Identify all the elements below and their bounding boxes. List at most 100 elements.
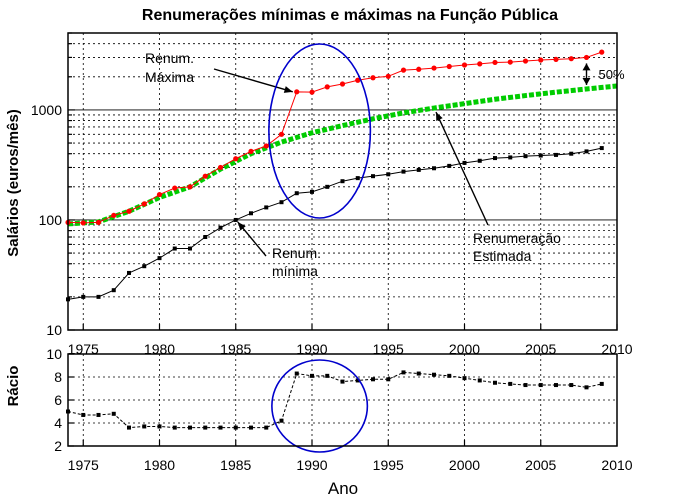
data-point-minima [233, 217, 238, 222]
data-point-racio [493, 380, 497, 385]
top-panel-grid [68, 32, 618, 331]
y-tick-label: 100 [39, 212, 63, 228]
bottom-panel-grid [68, 353, 618, 447]
y-tick-label: 10 [46, 346, 62, 362]
data-point-racio [462, 376, 467, 381]
data-point-maxima [248, 148, 254, 154]
data-point-minima [584, 149, 589, 154]
x-tick-label: 2010 [601, 341, 632, 357]
arrow-50-percent-head-down [582, 77, 591, 85]
data-point-minima [157, 256, 162, 261]
data-point-maxima [538, 57, 544, 63]
y-tick-label: 6 [54, 392, 62, 408]
data-point-maxima [156, 191, 163, 198]
data-point-racio [340, 379, 345, 384]
data-point-racio [218, 425, 223, 430]
data-point-maxima [568, 56, 574, 62]
data-point-racio [371, 377, 375, 382]
annotation-50-percent: 50% [599, 67, 625, 82]
data-point-maxima [492, 59, 498, 66]
y-axis-label-salarios: Salários (euros/mês) [5, 109, 22, 257]
arrow-maxima [213, 68, 293, 93]
x-tick-label: 1985 [220, 457, 251, 473]
x-tick-label: 1990 [296, 341, 327, 357]
data-point-racio [523, 383, 528, 388]
x-tick-label: 2000 [449, 457, 480, 473]
data-point-maxima [233, 156, 239, 162]
x-tick-label: 1975 [68, 457, 99, 473]
data-point-maxima [583, 54, 590, 61]
data-point-minima [401, 169, 406, 174]
data-point-minima [462, 160, 467, 165]
data-point-maxima [187, 184, 193, 190]
data-point-maxima [477, 61, 483, 67]
annotation-maxima-line1: Renum. [145, 50, 194, 66]
annotation-estimada-line2: Estimada [473, 248, 532, 264]
data-point-minima [340, 179, 345, 184]
data-point-maxima [294, 89, 300, 95]
x-tick-label: 1980 [144, 457, 175, 473]
data-point-minima [96, 294, 101, 299]
annotation-estimada-line1: Renumeração [473, 230, 561, 246]
data-point-maxima [172, 185, 178, 191]
x-tick-label: 1995 [373, 341, 404, 357]
arrow-maxima-head [283, 86, 293, 93]
x-tick-label: 2005 [525, 457, 556, 473]
series-line-minima [67, 147, 602, 300]
data-point-racio [310, 373, 314, 378]
chart-title: Renumerações mínimas e máximas na Função… [142, 7, 558, 24]
data-point-minima [447, 163, 452, 168]
data-point-minima [355, 176, 360, 181]
data-point-minima [81, 294, 86, 299]
data-point-maxima [111, 212, 117, 219]
data-point-maxima [431, 65, 437, 71]
x-tick-label: 2005 [525, 341, 556, 357]
data-point-minima [599, 146, 604, 151]
data-point-racio [279, 418, 284, 423]
data-point-racio [584, 385, 589, 390]
data-point-maxima [339, 81, 346, 87]
data-point-minima [218, 225, 223, 230]
data-point-minima [264, 205, 269, 210]
data-point-maxima [599, 49, 605, 55]
series-line-estimada [67, 83, 618, 227]
highlight-ellipse-bottom [271, 359, 369, 453]
x-tick-label: 2010 [601, 457, 632, 473]
data-point-racio [508, 381, 513, 386]
data-point-maxima [507, 59, 513, 65]
data-point-racio [96, 412, 101, 417]
data-point-minima [325, 184, 330, 189]
data-point-racio [172, 425, 177, 430]
x-tick-label: 1985 [220, 341, 251, 357]
y-tick-label: 1000 [31, 102, 62, 118]
data-point-racio [294, 371, 299, 376]
data-point-minima [538, 153, 543, 158]
data-point-racio [111, 411, 116, 416]
data-point-minima [432, 166, 436, 171]
data-point-minima [508, 155, 513, 160]
data-point-maxima [416, 66, 422, 72]
data-point-racio [447, 373, 452, 378]
data-point-racio [401, 370, 406, 375]
data-point-racio [569, 383, 574, 388]
data-point-maxima [278, 131, 285, 137]
data-point-maxima [309, 89, 315, 95]
annotation-minima-line2: mínima [272, 263, 318, 279]
y-tick-label: 10 [46, 322, 62, 338]
data-point-maxima [95, 219, 102, 226]
data-point-minima [371, 174, 375, 179]
data-point-maxima [400, 67, 407, 73]
x-axis-label-ano: Ano [328, 479, 358, 498]
data-point-minima [554, 152, 558, 157]
data-point-racio [538, 383, 543, 388]
data-point-maxima [385, 73, 391, 79]
data-point-racio [416, 371, 421, 376]
annotations: Renum. Máxima Renum. mínima Renumeração Estim… [145, 43, 625, 453]
data-point-racio [599, 381, 604, 386]
data-point-maxima [324, 84, 330, 90]
data-point-maxima [461, 62, 468, 68]
data-point-minima [310, 189, 314, 194]
arrow-50-percent-head-up [582, 63, 591, 71]
arrow-minima-head [237, 221, 246, 231]
data-point-minima [493, 156, 497, 161]
